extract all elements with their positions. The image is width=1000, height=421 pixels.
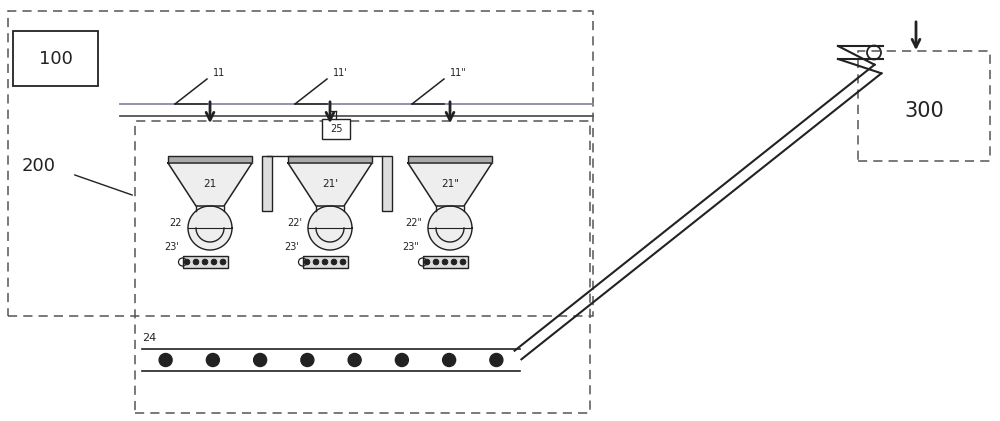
Circle shape	[206, 354, 219, 367]
Text: 23': 23'	[285, 242, 300, 252]
Text: 22': 22'	[287, 218, 302, 228]
Circle shape	[322, 259, 328, 265]
Text: 23": 23"	[403, 242, 420, 252]
Text: 300: 300	[904, 101, 944, 121]
Text: 25: 25	[330, 124, 342, 134]
Circle shape	[331, 259, 337, 265]
Text: 11": 11"	[450, 68, 467, 78]
Circle shape	[220, 259, 226, 265]
Text: 100: 100	[39, 50, 72, 67]
Polygon shape	[423, 256, 468, 268]
Circle shape	[193, 259, 199, 265]
Text: 21": 21"	[441, 179, 459, 189]
Text: 24: 24	[142, 333, 156, 343]
Polygon shape	[262, 156, 272, 211]
Polygon shape	[288, 156, 372, 163]
Text: 22: 22	[170, 218, 182, 228]
Text: 11: 11	[213, 68, 225, 78]
Polygon shape	[322, 119, 350, 139]
Circle shape	[433, 259, 439, 265]
Circle shape	[211, 259, 217, 265]
Circle shape	[348, 354, 361, 367]
Polygon shape	[168, 163, 252, 206]
Polygon shape	[13, 31, 98, 86]
Text: 21: 21	[203, 179, 217, 189]
Circle shape	[460, 259, 466, 265]
Circle shape	[443, 354, 456, 367]
Text: 11': 11'	[333, 68, 348, 78]
Circle shape	[202, 259, 208, 265]
Polygon shape	[183, 256, 228, 268]
Text: 200: 200	[22, 157, 56, 175]
Polygon shape	[188, 206, 232, 250]
Circle shape	[304, 259, 310, 265]
Circle shape	[313, 259, 319, 265]
Circle shape	[451, 259, 457, 265]
Circle shape	[395, 354, 408, 367]
Circle shape	[490, 354, 503, 367]
Polygon shape	[428, 206, 472, 250]
Circle shape	[301, 354, 314, 367]
Circle shape	[254, 354, 267, 367]
Polygon shape	[408, 163, 492, 206]
Polygon shape	[302, 256, 348, 268]
Text: 22": 22"	[405, 218, 422, 228]
Circle shape	[424, 259, 430, 265]
Text: 21': 21'	[322, 179, 338, 189]
Circle shape	[340, 259, 346, 265]
Circle shape	[442, 259, 448, 265]
Circle shape	[159, 354, 172, 367]
Polygon shape	[288, 163, 372, 206]
Polygon shape	[168, 156, 252, 163]
Polygon shape	[308, 206, 352, 250]
Circle shape	[184, 259, 190, 265]
Polygon shape	[408, 156, 492, 163]
Text: 23': 23'	[165, 242, 180, 252]
Polygon shape	[382, 156, 392, 211]
